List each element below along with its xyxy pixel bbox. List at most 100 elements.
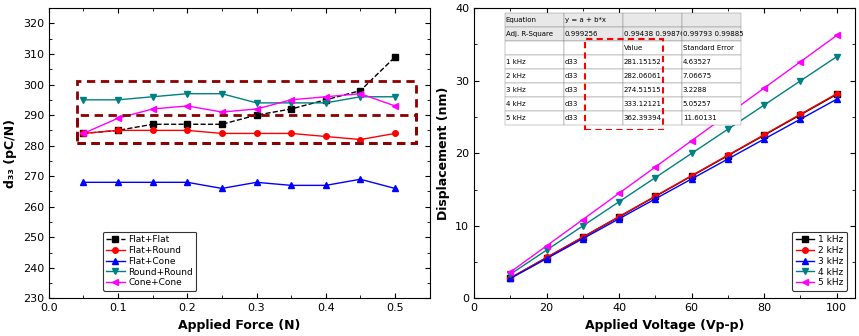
1 kHz <box>722 154 733 158</box>
Cone+Cone <box>148 107 158 111</box>
5 kHz <box>505 270 515 274</box>
3 kHz <box>578 237 588 241</box>
Line: 3 kHz: 3 kHz <box>508 96 839 281</box>
5 kHz <box>686 139 697 143</box>
Line: Round+Round: Round+Round <box>81 91 398 106</box>
Flat+Round <box>182 128 192 132</box>
4 kHz <box>686 152 697 156</box>
2 kHz <box>722 153 733 157</box>
Flat+Round <box>390 131 400 135</box>
Flat+Flat <box>390 55 400 59</box>
1 kHz <box>541 256 551 260</box>
Flat+Round <box>148 128 158 132</box>
Flat+Flat <box>356 89 366 93</box>
3 kHz <box>541 257 551 261</box>
X-axis label: Applied Force (N): Applied Force (N) <box>178 319 301 332</box>
Flat+Round <box>286 131 296 135</box>
2 kHz <box>832 92 842 96</box>
Flat+Cone <box>78 180 88 184</box>
Flat+Round <box>356 137 366 141</box>
Flat+Round <box>78 131 88 135</box>
2 kHz <box>650 194 661 198</box>
4 kHz <box>759 103 770 107</box>
Cone+Cone <box>182 104 192 108</box>
Flat+Round <box>320 134 331 138</box>
Flat+Round <box>216 131 227 135</box>
Cone+Cone <box>286 98 296 102</box>
3 kHz <box>614 217 624 221</box>
1 kHz <box>505 276 515 280</box>
2 kHz <box>795 112 806 116</box>
Line: 5 kHz: 5 kHz <box>508 33 839 275</box>
Flat+Round <box>113 128 123 132</box>
X-axis label: Applied Voltage (Vp-p): Applied Voltage (Vp-p) <box>585 319 744 332</box>
5 kHz <box>578 217 588 221</box>
2 kHz <box>578 235 588 239</box>
3 kHz <box>722 157 733 161</box>
Flat+Cone <box>182 180 192 184</box>
Flat+Cone <box>320 183 331 187</box>
5 kHz <box>759 86 770 90</box>
Flat+Flat <box>216 122 227 126</box>
Line: 1 kHz: 1 kHz <box>508 92 839 281</box>
3 kHz <box>686 177 697 181</box>
5 kHz <box>722 112 733 116</box>
Round+Round <box>252 101 262 105</box>
Flat+Flat <box>252 113 262 117</box>
Round+Round <box>216 92 227 96</box>
Round+Round <box>320 101 331 105</box>
1 kHz <box>795 113 806 117</box>
1 kHz <box>686 174 697 178</box>
Flat+Cone <box>148 180 158 184</box>
Line: 2 kHz: 2 kHz <box>508 91 839 281</box>
Line: Flat+Flat: Flat+Flat <box>81 54 398 136</box>
4 kHz <box>505 272 515 276</box>
Flat+Flat <box>113 128 123 132</box>
Round+Round <box>390 95 400 99</box>
1 kHz <box>832 92 842 96</box>
Round+Round <box>78 98 88 102</box>
4 kHz <box>578 224 588 228</box>
Flat+Cone <box>286 183 296 187</box>
Y-axis label: Displacement (nm): Displacement (nm) <box>436 87 449 220</box>
2 kHz <box>686 174 697 178</box>
Flat+Cone <box>252 180 262 184</box>
Flat+Flat <box>148 122 158 126</box>
4 kHz <box>541 248 551 252</box>
Cone+Cone <box>320 95 331 99</box>
Cone+Cone <box>113 116 123 120</box>
Line: 4 kHz: 4 kHz <box>508 54 839 277</box>
5 kHz <box>650 165 661 169</box>
Flat+Flat <box>78 131 88 135</box>
Line: Flat+Round: Flat+Round <box>81 128 398 142</box>
Cone+Cone <box>356 92 366 96</box>
Legend: Flat+Flat, Flat+Round, Flat+Cone, Round+Round, Cone+Cone: Flat+Flat, Flat+Round, Flat+Cone, Round+… <box>103 232 197 291</box>
Flat+Cone <box>390 186 400 191</box>
Flat+Flat <box>182 122 192 126</box>
1 kHz <box>578 235 588 239</box>
4 kHz <box>650 175 661 179</box>
3 kHz <box>832 97 842 101</box>
Round+Round <box>148 95 158 99</box>
Cone+Cone <box>252 107 262 111</box>
Legend: 1 kHz, 2 kHz, 3 kHz, 4 kHz, 5 kHz: 1 kHz, 2 kHz, 3 kHz, 4 kHz, 5 kHz <box>792 232 846 291</box>
3 kHz <box>505 277 515 281</box>
Round+Round <box>286 101 296 105</box>
1 kHz <box>614 215 624 219</box>
3 kHz <box>759 137 770 141</box>
Flat+Flat <box>320 98 331 102</box>
Round+Round <box>356 95 366 99</box>
Cone+Cone <box>216 110 227 114</box>
2 kHz <box>614 214 624 218</box>
5 kHz <box>541 244 551 248</box>
2 kHz <box>541 255 551 259</box>
2 kHz <box>759 133 770 137</box>
4 kHz <box>614 200 624 204</box>
4 kHz <box>795 79 806 83</box>
Cone+Cone <box>78 131 88 135</box>
Line: Cone+Cone: Cone+Cone <box>81 91 398 136</box>
2 kHz <box>505 276 515 280</box>
Flat+Round <box>252 131 262 135</box>
1 kHz <box>759 133 770 137</box>
Flat+Cone <box>216 186 227 191</box>
